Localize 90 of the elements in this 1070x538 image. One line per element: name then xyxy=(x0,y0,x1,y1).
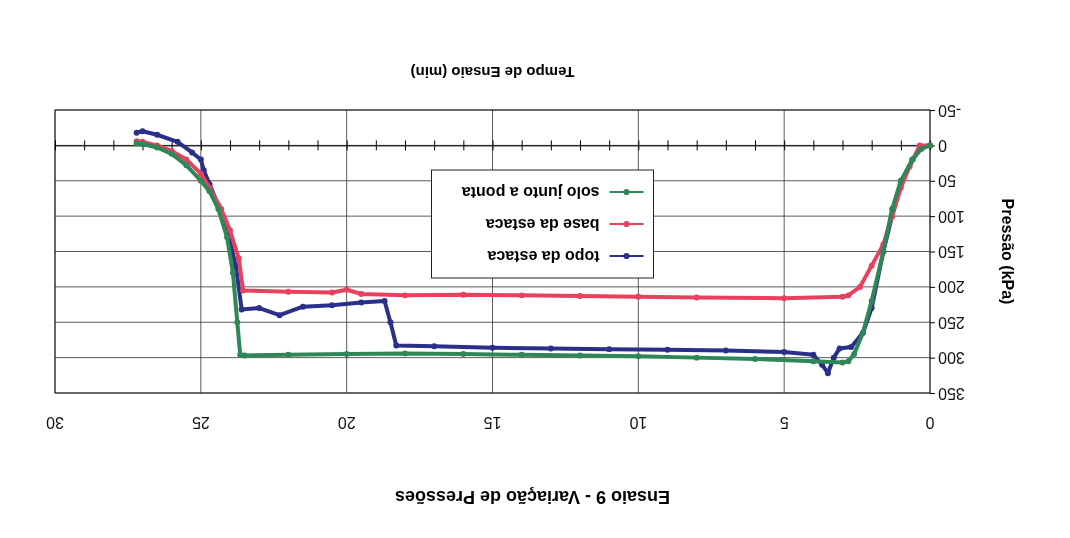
x-tick-label: 10 xyxy=(629,414,648,431)
point xyxy=(174,138,181,145)
point xyxy=(824,370,831,377)
point xyxy=(851,351,858,358)
point xyxy=(693,354,700,361)
point xyxy=(206,188,213,195)
point xyxy=(635,293,642,300)
y-tick-label: 350 xyxy=(938,384,965,402)
point xyxy=(868,298,875,304)
point xyxy=(460,351,467,358)
point xyxy=(285,288,292,295)
point xyxy=(606,346,613,353)
legend-label: topo da estaca xyxy=(487,247,600,265)
point xyxy=(133,129,140,136)
point xyxy=(237,351,244,358)
point xyxy=(839,293,846,300)
x-axis-title: Tempo de Ensaio (min) xyxy=(410,64,575,81)
point xyxy=(830,354,837,361)
point xyxy=(810,358,817,365)
point xyxy=(197,156,204,163)
point xyxy=(329,302,336,309)
point xyxy=(810,351,817,358)
point xyxy=(189,149,196,156)
point xyxy=(154,131,161,138)
x-tick-label: 15 xyxy=(483,414,502,431)
point xyxy=(781,348,788,355)
point xyxy=(358,290,365,297)
point xyxy=(402,292,408,299)
point xyxy=(387,319,394,326)
y-tick-label: 100 xyxy=(938,207,965,225)
point xyxy=(897,177,904,184)
point xyxy=(358,299,365,306)
point xyxy=(299,303,306,310)
x-tick-label: 0 xyxy=(925,414,935,431)
point xyxy=(635,353,642,360)
point xyxy=(845,358,852,365)
point xyxy=(839,359,846,366)
point xyxy=(197,177,204,184)
point xyxy=(722,347,729,354)
point xyxy=(343,286,350,293)
point xyxy=(256,305,263,312)
point xyxy=(664,346,671,353)
point xyxy=(693,294,700,301)
point xyxy=(276,312,283,319)
y-tick-label: 250 xyxy=(938,313,965,331)
point xyxy=(183,162,190,169)
point xyxy=(857,283,863,290)
y-tick-label: 50 xyxy=(938,172,956,190)
point xyxy=(577,352,583,359)
point xyxy=(329,289,336,296)
y-tick-label: -50 xyxy=(938,101,962,119)
point xyxy=(460,291,467,298)
point xyxy=(518,292,525,299)
point xyxy=(402,350,408,357)
point xyxy=(343,351,350,358)
x-tick-label: 30 xyxy=(46,414,64,431)
point xyxy=(848,344,855,350)
point xyxy=(547,345,554,352)
point xyxy=(393,342,400,349)
point xyxy=(845,292,852,299)
point xyxy=(240,287,247,294)
point xyxy=(836,345,843,352)
y-tick-label: 200 xyxy=(938,278,965,296)
y-tick-label: 150 xyxy=(938,243,965,261)
point xyxy=(381,298,388,304)
point xyxy=(238,306,245,313)
legend-label: solo junto a ponta xyxy=(461,183,600,201)
point xyxy=(139,128,146,135)
point xyxy=(224,234,231,241)
y-axis-title: Pressão (kPa) xyxy=(999,198,1017,305)
point xyxy=(234,319,241,326)
legend-label: base da estaca xyxy=(485,215,600,233)
y-tick-label: 300 xyxy=(938,349,965,367)
y-tick-label: 0 xyxy=(938,136,947,154)
point xyxy=(577,293,583,300)
x-tick-label: 5 xyxy=(779,414,789,431)
point xyxy=(285,351,292,358)
point xyxy=(235,255,242,262)
point xyxy=(889,206,896,213)
point xyxy=(781,295,788,302)
x-tick-label: 25 xyxy=(191,414,210,431)
point xyxy=(752,356,758,363)
point xyxy=(868,262,875,269)
text: Ensaio 9 - Variação de Pressões xyxy=(394,487,671,507)
point xyxy=(431,343,438,350)
point xyxy=(183,156,190,163)
point xyxy=(518,351,525,358)
point xyxy=(229,269,236,276)
point xyxy=(489,344,496,351)
x-tick-label: 20 xyxy=(337,414,356,431)
